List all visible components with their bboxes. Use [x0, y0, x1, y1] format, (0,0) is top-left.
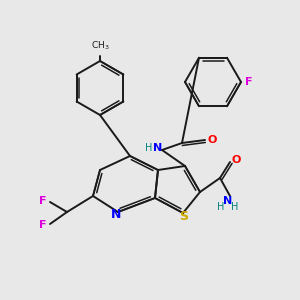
Text: H: H: [145, 143, 153, 153]
Text: N: N: [224, 196, 232, 206]
Text: F: F: [40, 196, 47, 206]
Text: CH$_3$: CH$_3$: [91, 40, 109, 52]
Text: F: F: [245, 77, 253, 87]
Text: H: H: [217, 202, 225, 212]
Text: H: H: [231, 202, 239, 212]
Text: O: O: [232, 155, 242, 165]
Text: F: F: [40, 220, 47, 230]
Text: O: O: [208, 135, 218, 145]
Text: N: N: [111, 208, 121, 221]
Text: S: S: [179, 209, 188, 223]
Text: N: N: [153, 143, 163, 153]
